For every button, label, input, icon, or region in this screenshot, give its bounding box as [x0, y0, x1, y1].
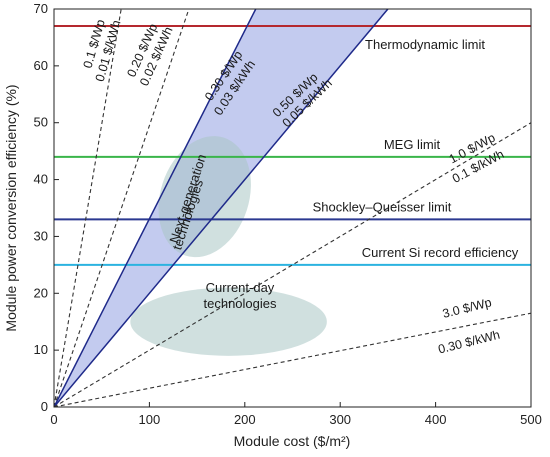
reference-label-shockley-queisser-limit: Shockley–Queisser limit [313, 199, 452, 214]
region-current-day-technologies [130, 287, 327, 356]
region-next-generation-technologies [158, 136, 251, 258]
reference-label-meg-limit: MEG limit [384, 137, 441, 152]
y-axis-label: Module power conversion efficiency (%) [3, 84, 19, 331]
y-tick-label: 0 [41, 399, 48, 414]
y-tick-label: 70 [34, 1, 48, 16]
x-tick-label: 0 [50, 412, 57, 427]
y-tick-label: 20 [34, 285, 48, 300]
y-tick-label: 40 [34, 172, 48, 187]
x-tick-label: 100 [139, 412, 161, 427]
reference-label-current-si-record-efficiency: Current Si record efficiency [362, 245, 519, 260]
x-tick-label: 300 [329, 412, 351, 427]
x-tick-label: 400 [425, 412, 447, 427]
axis-tick-layer: 0 100 200 300 400 500 0 10 20 30 40 50 60 70 [34, 1, 542, 427]
y-tick-label: 30 [34, 228, 48, 243]
x-axis-label: Module cost ($/m²) [234, 433, 351, 449]
cost-line-0-20-wp [54, 9, 190, 407]
cost-line-layer [54, 9, 531, 407]
y-tick-label: 60 [34, 58, 48, 73]
cost-line-0-50-wp [54, 9, 389, 407]
x-tick-label: 200 [234, 412, 256, 427]
region-layer [130, 136, 327, 356]
region-label-current-day-technologies: Current-day [206, 280, 275, 295]
cost-line-1-0-wp [54, 122, 531, 407]
y-tick-label: 50 [34, 115, 48, 130]
region-label-current-day-technologies: technologies [204, 296, 277, 311]
x-tick-label: 500 [520, 412, 542, 427]
cost-line-0-1-wp [54, 9, 122, 407]
reference-label-thermodynamic-limit: Thermodynamic limit [365, 37, 485, 52]
y-tick-label: 10 [34, 342, 48, 357]
cost-line-0-30-wp [54, 9, 257, 407]
plot-frame [53, 8, 532, 408]
plot-area [54, 9, 531, 407]
reference-line-layer [54, 25, 531, 266]
